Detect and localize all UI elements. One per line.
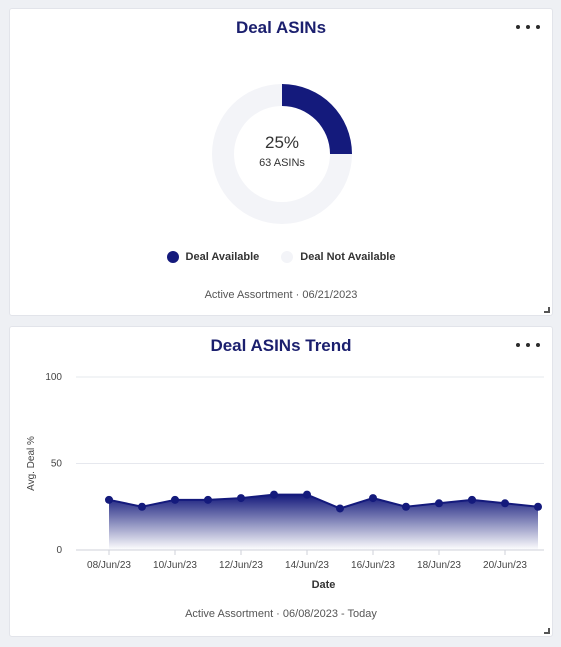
y-tick-label: 100	[45, 372, 62, 383]
legend: Deal Available Deal Not Available	[10, 251, 552, 263]
data-point[interactable]	[171, 495, 179, 504]
data-point[interactable]	[501, 499, 509, 508]
data-point[interactable]	[369, 494, 377, 503]
legend-item-deal-not-available[interactable]: Deal Not Available	[281, 251, 395, 263]
x-tick-label: 20/Jun/23	[483, 560, 527, 571]
legend-item-deal-available[interactable]: Deal Available	[166, 251, 260, 263]
legend-label: Deal Available	[185, 251, 260, 263]
deal-asins-card: Deal ASINs 25% 63 ASINs Deal Available D…	[9, 8, 553, 316]
y-axis-label: Avg. Deal %	[26, 436, 37, 491]
donut-chart: 25% 63 ASINs	[211, 83, 353, 225]
donut-center: 25% 63 ASINs	[211, 83, 353, 225]
data-point[interactable]	[435, 499, 443, 508]
x-tick-label: 08/Jun/23	[87, 560, 131, 571]
data-point[interactable]	[402, 502, 410, 511]
area-fill	[109, 494, 538, 550]
resize-handle[interactable]	[544, 307, 550, 313]
donut-slice-deal-available[interactable]	[282, 84, 352, 154]
data-point[interactable]	[468, 495, 476, 504]
legend-marker	[281, 251, 294, 263]
x-tick-label: 12/Jun/23	[219, 560, 263, 571]
more-horizontal-icon[interactable]	[516, 19, 540, 35]
legend-marker	[166, 251, 179, 263]
x-tick-label: 16/Jun/23	[351, 560, 395, 571]
donut-center-count: 63 ASINs	[259, 157, 305, 169]
data-point[interactable]	[303, 490, 311, 499]
more-horizontal-icon[interactable]	[516, 337, 540, 353]
x-tick-label: 14/Jun/23	[285, 560, 329, 571]
data-point[interactable]	[105, 495, 113, 504]
donut-slice-deal-not-available[interactable]	[212, 84, 352, 224]
card-title: Deal ASINs	[235, 18, 327, 37]
y-tick-label: 50	[51, 459, 63, 470]
legend-label: Deal Not Available	[300, 251, 396, 263]
donut-center-percent: 25%	[264, 133, 300, 152]
data-point[interactable]	[204, 495, 212, 504]
y-tick-label: 0	[56, 545, 62, 556]
data-point[interactable]	[270, 490, 278, 499]
x-axis-label: Date	[312, 579, 336, 591]
card-title: Deal ASINs Trend	[210, 336, 352, 355]
deal-asins-trend-card: Deal ASINs Trend 08/Jun/23 10/Jun/23 12/Ju…	[9, 326, 553, 637]
donut-svg	[212, 84, 352, 224]
card-footer: Active Assortment · 06/21/2023	[204, 289, 358, 301]
data-point[interactable]	[237, 494, 245, 503]
data-point[interactable]	[138, 502, 146, 511]
trend-chart: 08/Jun/23 10/Jun/23 12/Jun/23 14/Jun/23 16/J…	[26, 372, 544, 591]
resize-handle[interactable]	[544, 628, 550, 634]
x-tick-label: 18/Jun/23	[417, 560, 461, 571]
data-point[interactable]	[336, 504, 344, 513]
card-footer: Active Assortment · 06/08/2023 - Today	[185, 608, 377, 620]
data-point[interactable]	[534, 502, 542, 511]
series-line	[108, 493, 539, 510]
x-tick-label: 10/Jun/23	[153, 560, 197, 571]
